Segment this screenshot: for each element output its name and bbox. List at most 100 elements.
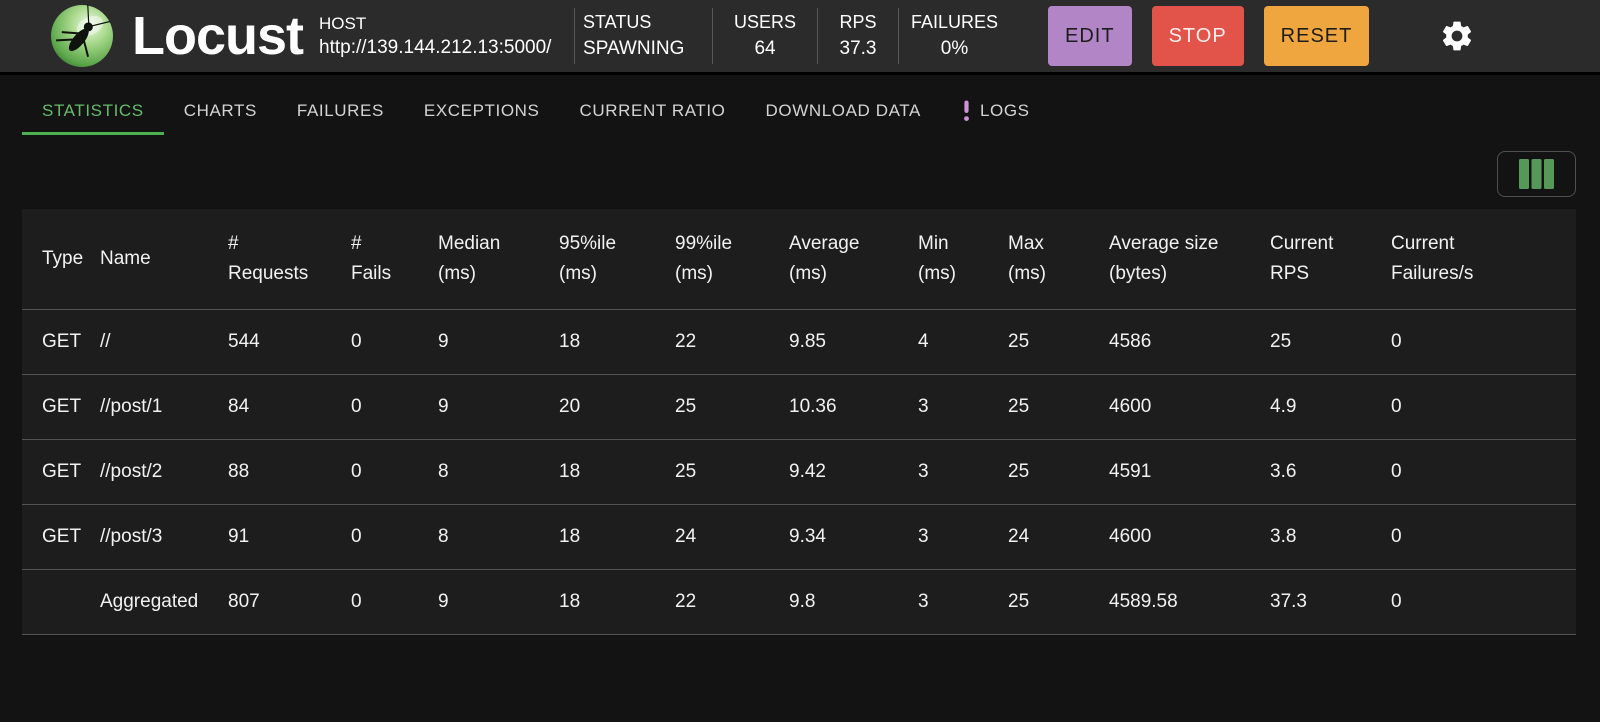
rps-value: 37.3 (839, 38, 877, 59)
cell-max: 24 (1008, 504, 1109, 570)
table-row: GET // 544 0 9 18 22 9.85 4 25 4586 25 0 (22, 309, 1576, 375)
col-header-type[interactable]: Type (22, 209, 100, 310)
col-header-avg-size[interactable]: Average size (bytes) (1109, 209, 1270, 310)
cell-99ile: 22 (675, 309, 789, 375)
col-header-current-rps[interactable]: Current RPS (1270, 209, 1391, 310)
cell-average: 9.85 (789, 309, 918, 375)
cell-fails: 0 (351, 439, 438, 505)
cell-min: 4 (918, 309, 1008, 375)
cell-95ile: 18 (559, 569, 675, 635)
table-header: Type Name # Requests # Fails Median (ms) 95… (22, 209, 1576, 310)
tab-current-ratio[interactable]: CURRENT RATIO (560, 89, 746, 135)
cell-avg-size: 4589.58 (1109, 569, 1270, 635)
cell-name: //post/3 (100, 504, 228, 570)
cell-avg-size: 4600 (1109, 374, 1270, 440)
cell-median: 8 (438, 439, 559, 505)
cell-average: 9.34 (789, 504, 918, 570)
cell-min: 3 (918, 374, 1008, 440)
col-header-99ile[interactable]: 99%ile (ms) (675, 209, 789, 310)
cell-name: // (100, 309, 228, 375)
cell-95ile: 18 (559, 504, 675, 570)
cell-current-failures: 0 (1391, 569, 1576, 635)
col-header-95ile[interactable]: 95%ile (ms) (559, 209, 675, 310)
status-value: SPAWNING (583, 38, 685, 59)
cell-requests: 88 (228, 439, 351, 505)
tab-label: STATISTICS (42, 100, 144, 120)
col-header-min[interactable]: Min (ms) (918, 209, 1008, 310)
cell-99ile: 25 (675, 439, 789, 505)
column-selector-button[interactable] (1497, 151, 1576, 197)
exclamation-icon (964, 100, 969, 121)
tab-logs[interactable]: LOGS (941, 89, 1050, 135)
host-label: HOST (319, 14, 367, 33)
col-header-fails[interactable]: # Fails (351, 209, 438, 310)
cell-type: GET (22, 374, 100, 440)
locust-logo (51, 4, 113, 67)
tab-label: FAILURES (296, 100, 384, 120)
tab-bar: STATISTICS CHARTS FAILURES EXCEPTIONS CU… (0, 89, 1600, 135)
cell-name: //post/2 (100, 439, 228, 505)
cell-99ile: 25 (675, 374, 789, 440)
reset-button[interactable]: RESET (1263, 6, 1370, 66)
stop-button[interactable]: STOP (1151, 6, 1244, 66)
cell-name: Aggregated (100, 569, 228, 635)
tab-charts[interactable]: CHARTS (164, 89, 277, 135)
cell-current-failures: 0 (1391, 439, 1576, 505)
cell-95ile: 20 (559, 374, 675, 440)
cell-current-failures: 0 (1391, 309, 1576, 375)
col-header-median[interactable]: Median (ms) (438, 209, 559, 310)
cell-fails: 0 (351, 374, 438, 440)
tab-download-data[interactable]: DOWNLOAD DATA (746, 89, 941, 135)
cell-type (22, 569, 100, 635)
cell-max: 25 (1008, 569, 1109, 635)
edit-button[interactable]: EDIT (1048, 6, 1132, 66)
users-label: USERS (734, 12, 797, 32)
cell-median: 9 (438, 569, 559, 635)
cell-95ile: 18 (559, 309, 675, 375)
top-header: Locust HOST http://139.144.212.13:5000/ … (0, 0, 1600, 75)
table-row: GET //post/2 88 0 8 18 25 9.42 3 25 4591… (22, 439, 1576, 505)
col-header-requests[interactable]: # Requests (228, 209, 351, 310)
cell-max: 25 (1008, 309, 1109, 375)
rps-block: RPS 37.3 (817, 8, 898, 64)
tab-statistics[interactable]: STATISTICS (22, 89, 164, 135)
col-header-current-failures[interactable]: Current Failures/s (1391, 209, 1576, 310)
cell-99ile: 22 (675, 569, 789, 635)
tab-label: EXCEPTIONS (423, 100, 540, 120)
col-header-name[interactable]: Name (100, 209, 228, 310)
header-buttons: EDIT STOP RESET (1048, 6, 1370, 66)
col-header-average[interactable]: Average (ms) (789, 209, 918, 310)
table-row: GET //post/1 84 0 9 20 25 10.36 3 25 460… (22, 374, 1576, 440)
cell-requests: 544 (228, 309, 351, 375)
users-count: 64 (754, 38, 776, 59)
tab-failures[interactable]: FAILURES (277, 89, 404, 135)
statistics-table: Type Name # Requests # Fails Median (ms) 95… (22, 209, 1576, 635)
cell-requests: 84 (228, 374, 351, 440)
tab-label: LOGS (979, 100, 1030, 120)
cell-avg-size: 4586 (1109, 309, 1270, 375)
table-row-aggregated: Aggregated 807 0 9 18 22 9.8 3 25 4589.5… (22, 569, 1576, 635)
cell-average: 10.36 (789, 374, 918, 440)
cell-median: 9 (438, 309, 559, 375)
cell-current-rps: 3.6 (1270, 439, 1391, 505)
failures-value: 0% (940, 38, 969, 59)
host-url: http://139.144.212.13:5000/ (319, 37, 552, 58)
tab-label: CHARTS (183, 100, 257, 120)
tab-label: DOWNLOAD DATA (765, 100, 921, 120)
cell-min: 3 (918, 504, 1008, 570)
cell-min: 3 (918, 439, 1008, 505)
tab-exceptions[interactable]: EXCEPTIONS (404, 89, 560, 135)
statistics-table-card: Type Name # Requests # Fails Median (ms) 95… (22, 209, 1576, 635)
cell-type: GET (22, 309, 100, 375)
cell-min: 3 (918, 569, 1008, 635)
cell-median: 9 (438, 374, 559, 440)
cell-average: 9.8 (789, 569, 918, 635)
cell-current-rps: 37.3 (1270, 569, 1391, 635)
cell-requests: 807 (228, 569, 351, 635)
cell-type: GET (22, 439, 100, 505)
cell-name: //post/1 (100, 374, 228, 440)
cell-current-failures: 0 (1391, 374, 1576, 440)
col-header-max[interactable]: Max (ms) (1008, 209, 1109, 310)
host-block: HOST http://139.144.212.13:5000/ (319, 11, 574, 61)
gear-icon[interactable] (1439, 18, 1475, 54)
